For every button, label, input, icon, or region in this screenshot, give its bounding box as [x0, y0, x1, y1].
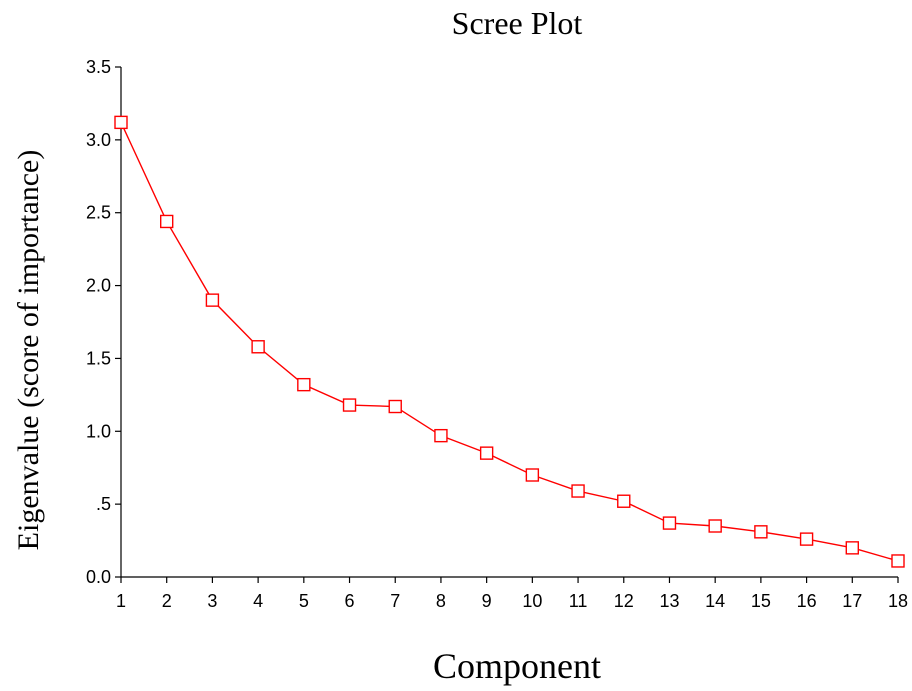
data-point-marker [297, 377, 311, 392]
data-point-marker [617, 494, 631, 508]
y-tick-label: 2.0 [86, 276, 111, 296]
x-tick-label: 3 [207, 591, 217, 611]
x-tick-label: 12 [614, 591, 634, 611]
data-point-marker [434, 428, 448, 443]
y-tick-label: 0.0 [86, 567, 111, 587]
y-tick-label: .5 [96, 494, 111, 514]
data-point-marker [754, 525, 768, 539]
y-axis-ticks: 0.0 .5 1.0 1.5 2.0 2.5 3.0 3.5 [86, 57, 121, 587]
y-tick-label: 2.5 [86, 203, 111, 223]
x-tick-label: 13 [659, 591, 679, 611]
x-tick-label: 18 [888, 591, 908, 611]
x-tick-label: 6 [345, 591, 355, 611]
data-point-marker [571, 484, 585, 498]
x-axis-label: Component [433, 646, 601, 686]
x-tick-label: 16 [797, 591, 817, 611]
series-line [120, 122, 899, 562]
y-axis-label: Eigenvalue (score of importance) [12, 150, 45, 551]
x-tick-label: 9 [482, 591, 492, 611]
data-point-marker [160, 214, 174, 229]
x-axis-ticks: 1 2 3 4 5 6 7 8 9 10 11 12 13 14 15 16 17 18 [116, 577, 908, 611]
y-tick-label: 3.0 [86, 130, 111, 150]
x-tick-label: 11 [569, 591, 588, 611]
data-point-marker [251, 340, 265, 354]
data-point-marker [525, 468, 540, 482]
x-tick-label: 14 [705, 591, 725, 611]
data-point-marker [479, 446, 494, 460]
series-layer [114, 115, 905, 568]
data-point-marker [342, 398, 357, 412]
x-tick-label: 17 [842, 591, 862, 611]
x-tick-label: 7 [390, 591, 400, 611]
x-tick-label: 2 [162, 591, 172, 611]
data-point-marker [799, 532, 814, 546]
y-tick-label: 1.5 [86, 348, 111, 368]
x-tick-label: 1 [116, 591, 126, 611]
data-point-marker [891, 554, 905, 568]
chart-title: Scree Plot [452, 5, 583, 41]
x-tick-label: 15 [751, 591, 771, 611]
data-point-marker [845, 541, 859, 555]
x-tick-label: 8 [436, 591, 446, 611]
data-point-marker [388, 399, 402, 414]
x-tick-label: 5 [299, 591, 309, 611]
x-tick-label: 4 [253, 591, 263, 611]
data-point-marker [114, 115, 128, 130]
x-tick-label: 10 [522, 591, 542, 611]
data-point-marker [708, 519, 722, 533]
data-point-marker [205, 293, 220, 307]
y-tick-label: 3.5 [86, 57, 111, 77]
y-tick-label: 1.0 [86, 421, 111, 441]
data-point-marker [662, 516, 677, 530]
